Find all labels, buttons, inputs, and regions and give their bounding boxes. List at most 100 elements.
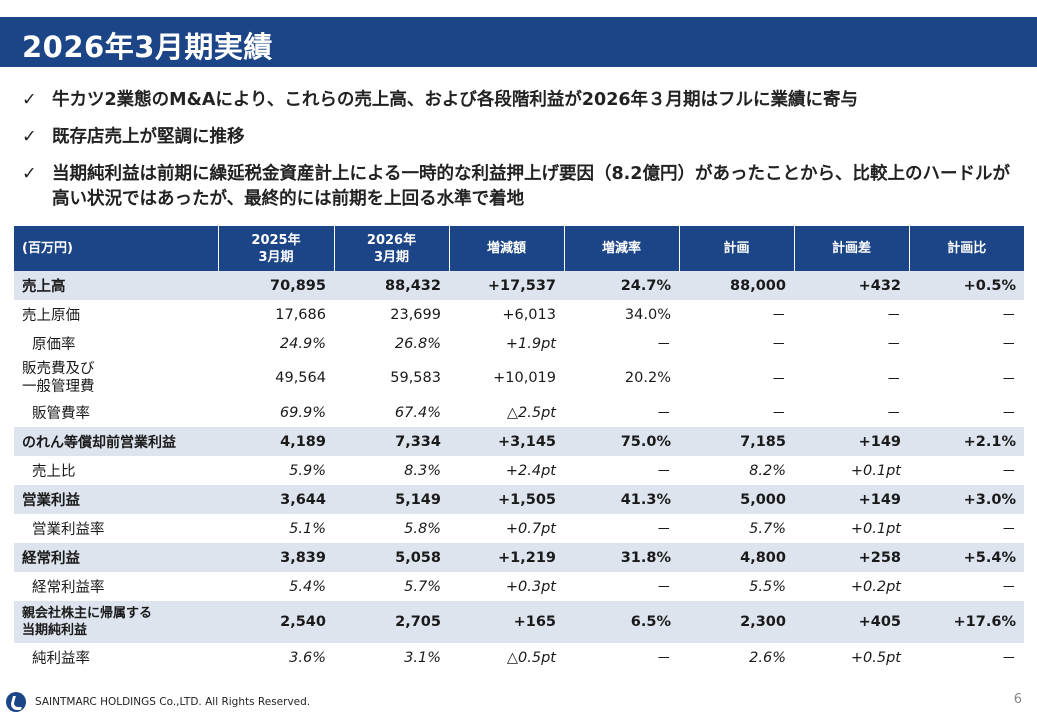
cell-change: +1.9pt [449,329,564,358]
cell-fy2025: 49,564 [218,358,334,398]
cell-plan: 5.7% [679,514,794,543]
row-label: 営業利益 [14,485,218,514]
cell-fy2025: 5.9% [218,456,334,485]
cell-diff: +0.5pt [794,643,909,672]
cell-rate: － [564,643,679,672]
cell-fy2026: 8.3% [334,456,449,485]
cell-diff: +0.2pt [794,572,909,601]
cell-plan: 5.5% [679,572,794,601]
copyright: SAINTMARC HOLDINGS Co.,LTD. All Rights R… [35,696,311,708]
cell-fy2025: 3,644 [218,485,334,514]
row-label: 販売費及び 一般管理費 [14,358,218,398]
table-row: 売上高 70,895 88,432 +17,537 24.7% 88,000 +… [14,271,1024,300]
cell-change: +0.3pt [449,572,564,601]
cell-rate: 24.7% [564,271,679,300]
cell-diff: +405 [794,601,909,643]
cell-fy2026: 7,334 [334,427,449,456]
cell-diff: － [794,329,909,358]
cell-ratio: +17.6% [909,601,1024,643]
cell-fy2025: 2,540 [218,601,334,643]
row-label: 売上高 [14,271,218,300]
page-number: 6 [1013,692,1022,707]
cell-fy2026: 5.7% [334,572,449,601]
cell-diff: +0.1pt [794,456,909,485]
cell-rate: － [564,572,679,601]
table-row: 販売費及び 一般管理費 49,564 59,583 +10,019 20.2% －… [14,358,1024,398]
title-bar: 2026年3月期実績 [0,17,1037,67]
cell-rate: 34.0% [564,300,679,329]
cell-rate: － [564,456,679,485]
cell-diff: +149 [794,427,909,456]
cell-rate: 75.0% [564,427,679,456]
bullet-item: ✓ 既存店売上が堅調に推移 [22,125,1022,150]
row-label: 売上原価 [14,300,218,329]
cell-fy2025: 17,686 [218,300,334,329]
table-row: 販管費率 69.9% 67.4% △2.5pt － － － － [14,398,1024,427]
cell-change: +10,019 [449,358,564,398]
table-row: 原価率 24.9% 26.8% +1.9pt － － － － [14,329,1024,358]
table-row: 売上原価 17,686 23,699 +6,013 34.0% － － － [14,300,1024,329]
table-row: 営業利益 3,644 5,149 +1,505 41.3% 5,000 +149… [14,485,1024,514]
cell-change: +2.4pt [449,456,564,485]
cell-fy2026: 26.8% [334,329,449,358]
cell-plan: － [679,300,794,329]
header-fy2025: 2025年 3月期 [218,226,335,271]
cell-change: +165 [449,601,564,643]
cell-ratio: +5.4% [909,543,1024,572]
header-unit: (百万円) [14,226,219,271]
check-icon: ✓ [22,90,37,110]
cell-rate: 6.5% [564,601,679,643]
page-title: 2026年3月期実績 [22,30,273,64]
cell-rate: － [564,514,679,543]
row-label: 原価率 [14,329,218,358]
cell-fy2025: 5.4% [218,572,334,601]
bullet-list: ✓ 牛カツ2業態のM&Aにより、これらの売上高、および各段階利益が2026年３月… [22,88,1022,224]
table-header-row: (百万円) 2025年 3月期 2026年 3月期 増減額 増減率 計画 計画差 計… [14,226,1024,271]
header-plan-diff: 計画差 [794,226,910,271]
cell-rate: － [564,329,679,358]
cell-rate: 31.8% [564,543,679,572]
table-row: 純利益率 3.6% 3.1% △0.5pt － 2.6% +0.5pt － [14,643,1024,672]
cell-diff: － [794,398,909,427]
cell-ratio: － [909,456,1024,485]
bullet-item: ✓ 当期純利益は前期に繰延税金資産計上による一時的な利益押上げ要因（8.2億円）… [22,162,1022,212]
cell-fy2025: 3.6% [218,643,334,672]
cell-fy2026: 5,058 [334,543,449,572]
cell-rate: 41.3% [564,485,679,514]
cell-fy2025: 5.1% [218,514,334,543]
cell-fy2026: 59,583 [334,358,449,398]
cell-change: △2.5pt [449,398,564,427]
cell-fy2025: 70,895 [218,271,334,300]
bullet-text: 牛カツ2業態のM&Aにより、これらの売上高、および各段階利益が2026年３月期は… [52,90,859,110]
cell-fy2026: 88,432 [334,271,449,300]
cell-change: +1,505 [449,485,564,514]
header-plan-ratio: 計画比 [909,226,1024,271]
header-change-rate: 増減率 [564,226,680,271]
cell-fy2026: 2,705 [334,601,449,643]
company-logo-icon [6,692,26,712]
cell-fy2026: 5.8% [334,514,449,543]
cell-plan: 2.6% [679,643,794,672]
row-label: 経常利益 [14,543,218,572]
row-label: 売上比 [14,456,218,485]
cell-plan: － [679,329,794,358]
cell-change: +3,145 [449,427,564,456]
cell-fy2025: 3,839 [218,543,334,572]
check-icon: ✓ [22,127,37,147]
row-label: 親会社株主に帰属する 当期純利益 [14,601,218,643]
cell-rate: － [564,398,679,427]
cell-change: +6,013 [449,300,564,329]
bullet-item: ✓ 牛カツ2業態のM&Aにより、これらの売上高、および各段階利益が2026年３月… [22,88,1022,113]
header-change: 増減額 [449,226,565,271]
cell-fy2025: 69.9% [218,398,334,427]
table-row: 経常利益 3,839 5,058 +1,219 31.8% 4,800 +258… [14,543,1024,572]
cell-fy2026: 5,149 [334,485,449,514]
results-table: (百万円) 2025年 3月期 2026年 3月期 増減額 増減率 計画 計画差 計… [14,226,1024,672]
cell-diff: +258 [794,543,909,572]
footer: SAINTMARC HOLDINGS Co.,LTD. All Rights R… [0,690,1037,717]
cell-ratio: － [909,572,1024,601]
cell-diff: +432 [794,271,909,300]
cell-rate: 20.2% [564,358,679,398]
cell-ratio: － [909,300,1024,329]
table-row: 親会社株主に帰属する 当期純利益 2,540 2,705 +165 6.5% 2,… [14,601,1024,643]
